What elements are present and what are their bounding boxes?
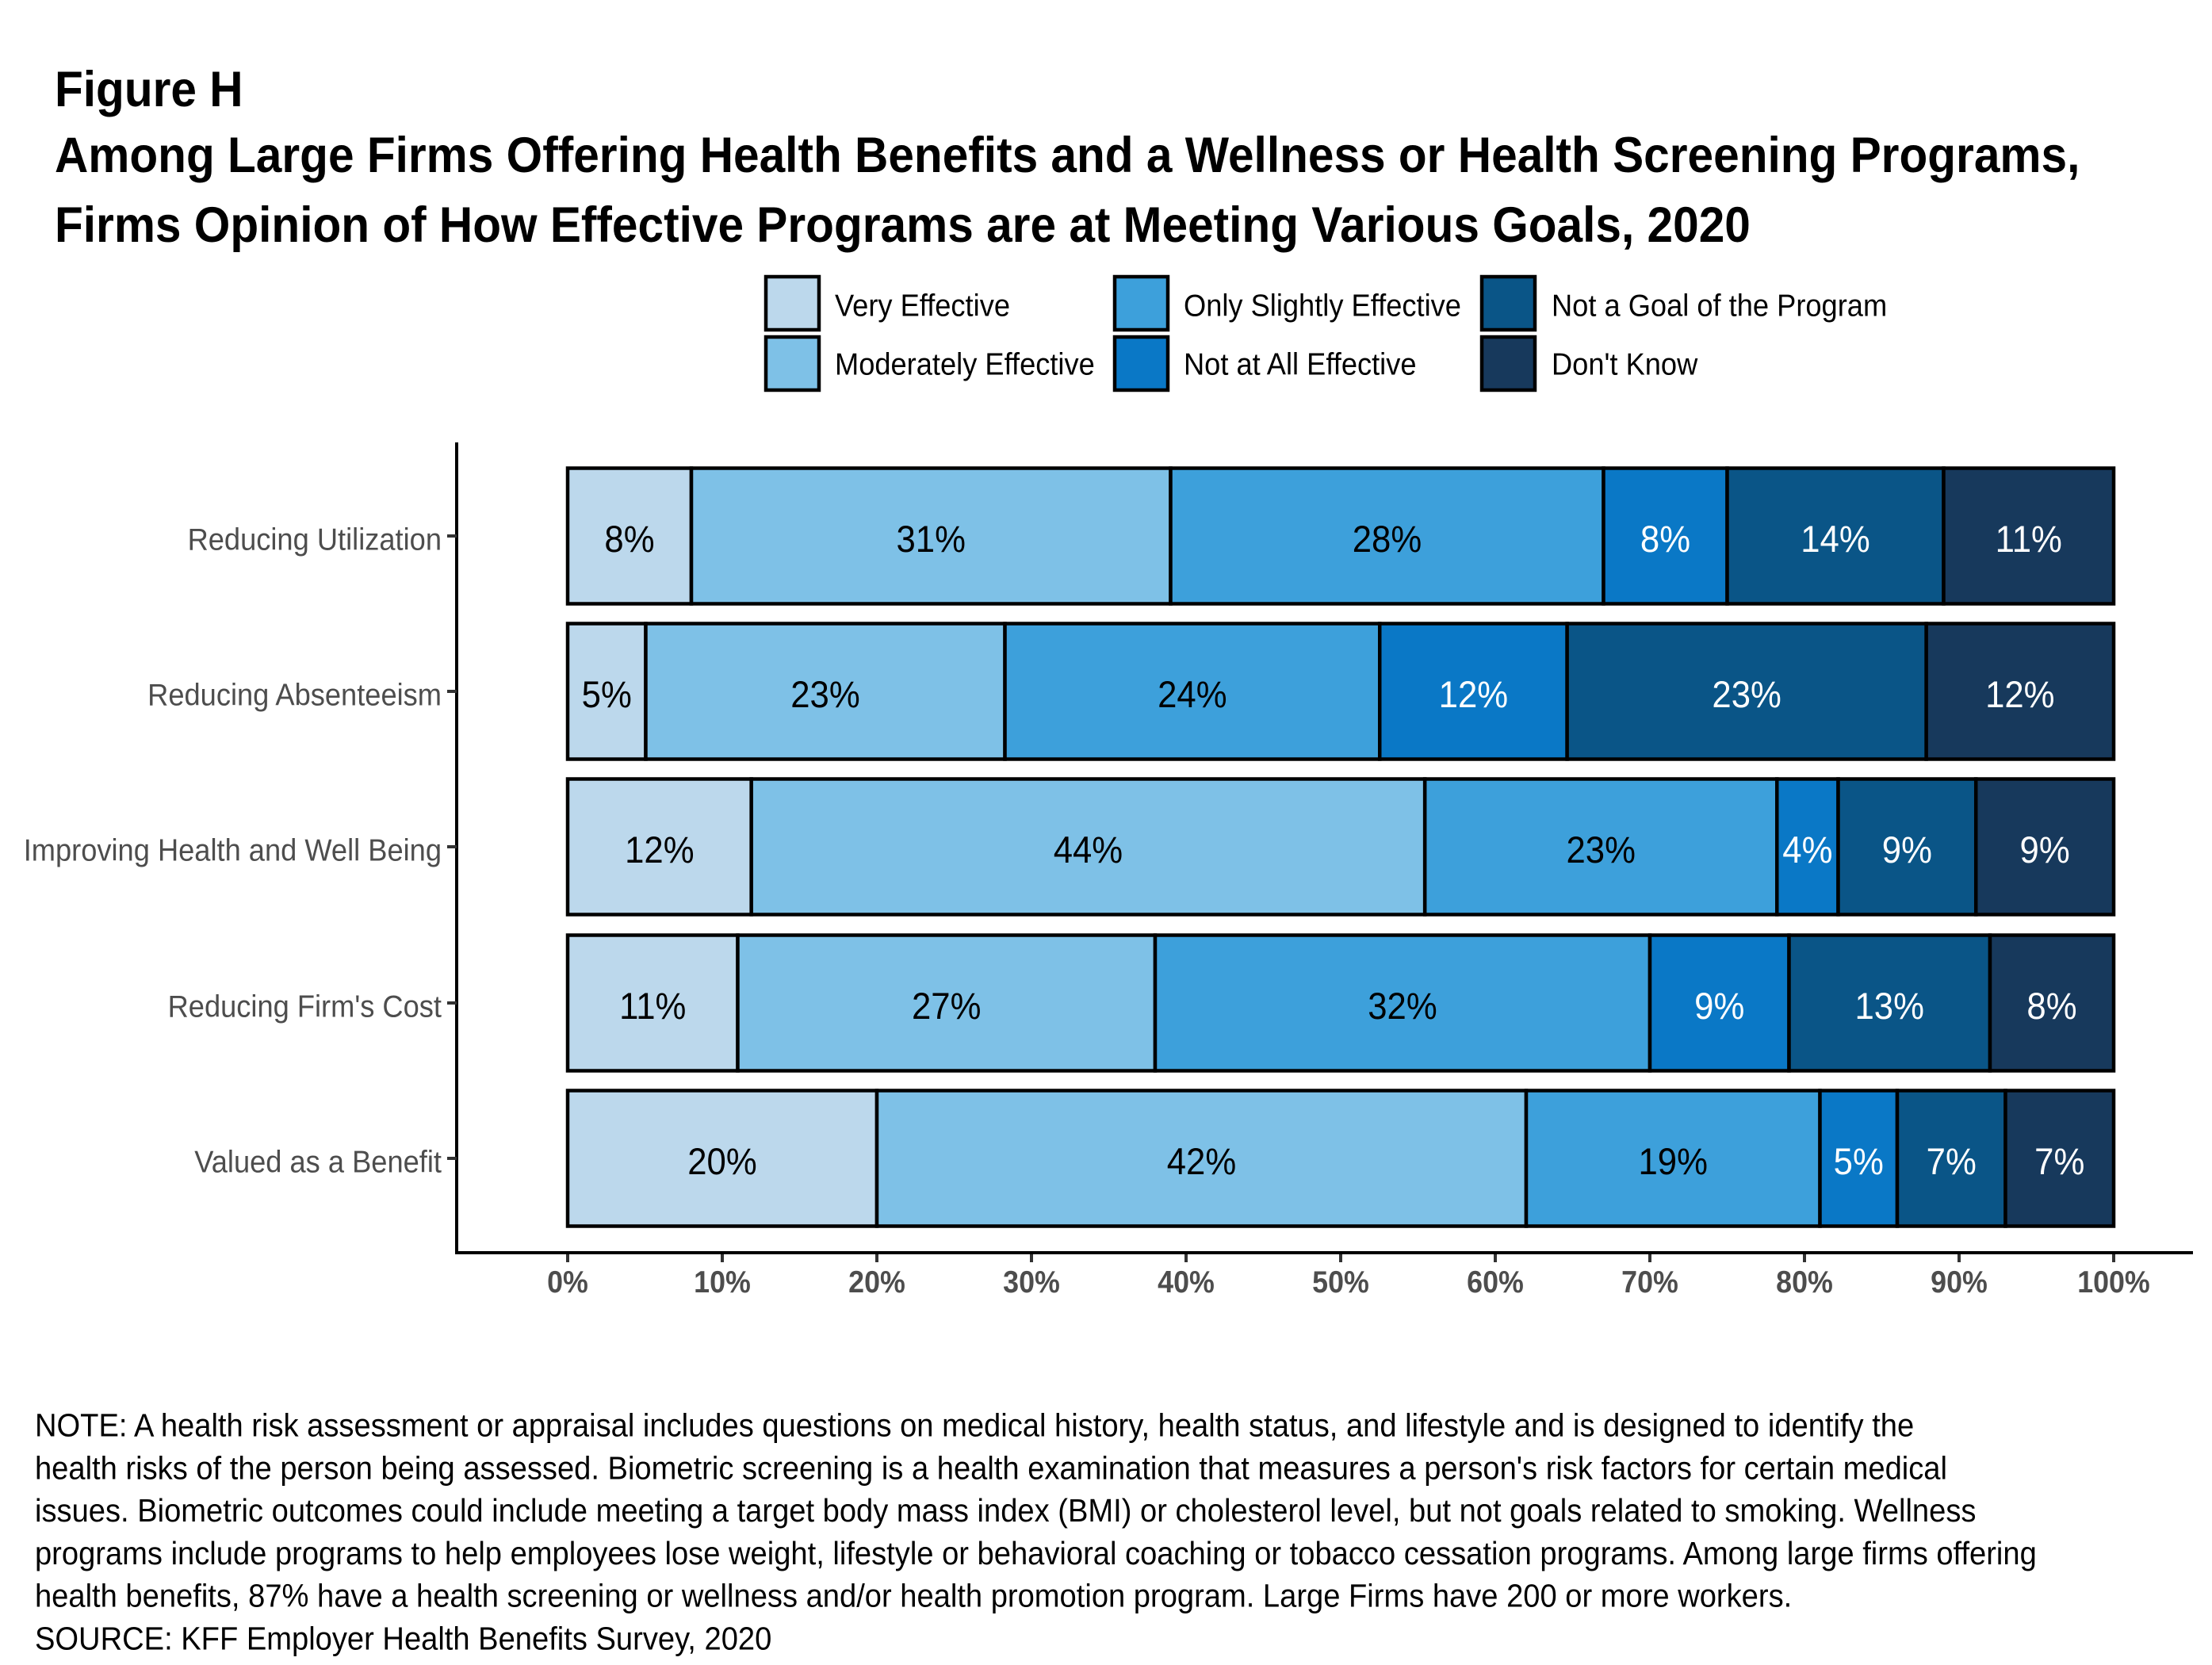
svg-text:10%: 10% [694, 1265, 751, 1299]
svg-text:7%: 7% [2034, 1141, 2084, 1183]
svg-text:Reducing Firm's Cost: Reducing Firm's Cost [168, 989, 442, 1023]
svg-text:20%: 20% [848, 1265, 905, 1299]
svg-text:5%: 5% [582, 674, 632, 716]
svg-text:20%: 20% [687, 1141, 756, 1183]
svg-text:12%: 12% [1985, 674, 2054, 716]
svg-text:14%: 14% [1801, 519, 1869, 561]
svg-text:70%: 70% [1621, 1265, 1678, 1299]
svg-text:32%: 32% [1368, 986, 1437, 1028]
svg-text:Only Slightly Effective: Only Slightly Effective [1184, 288, 1461, 322]
svg-text:5%: 5% [1834, 1141, 1884, 1183]
svg-text:13%: 13% [1855, 986, 1924, 1028]
svg-text:11%: 11% [1996, 519, 2062, 561]
svg-text:23%: 23% [790, 674, 859, 716]
svg-text:12%: 12% [1439, 674, 1508, 716]
svg-text:23%: 23% [1566, 829, 1635, 871]
svg-text:NOTE: A health risk assessment: NOTE: A health risk assessment or apprai… [35, 1407, 1914, 1444]
svg-text:Moderately Effective: Moderately Effective [835, 346, 1095, 381]
svg-text:Reducing Utilization: Reducing Utilization [188, 522, 442, 556]
svg-text:health risks of the person bei: health risks of the person being assesse… [35, 1450, 1947, 1487]
svg-text:Not at All Effective: Not at All Effective [1184, 346, 1417, 381]
svg-text:42%: 42% [1167, 1141, 1236, 1183]
svg-text:4%: 4% [1782, 829, 1832, 871]
svg-text:60%: 60% [1467, 1265, 1524, 1299]
svg-text:27%: 27% [912, 986, 981, 1028]
svg-text:9%: 9% [1882, 829, 1932, 871]
svg-text:44%: 44% [1054, 829, 1123, 871]
svg-text:8%: 8% [604, 519, 654, 561]
svg-text:Firms Opinion of How Effective: Firms Opinion of How Effective Programs … [55, 197, 1751, 252]
svg-text:40%: 40% [1158, 1265, 1215, 1299]
svg-text:11%: 11% [619, 986, 686, 1028]
svg-text:programs include programs to h: programs include programs to help employ… [35, 1536, 2037, 1572]
svg-text:31%: 31% [897, 519, 966, 561]
svg-text:Very Effective: Very Effective [835, 288, 1010, 322]
svg-text:Not a Goal of the Program: Not a Goal of the Program [1552, 288, 1887, 322]
svg-text:90%: 90% [1931, 1265, 1988, 1299]
svg-text:Reducing Absenteeism: Reducing Absenteeism [147, 677, 442, 711]
svg-text:23%: 23% [1712, 674, 1781, 716]
svg-text:24%: 24% [1158, 674, 1227, 716]
svg-text:30%: 30% [1003, 1265, 1060, 1299]
svg-text:Improving Health and Well Bein: Improving Health and Well Being [24, 832, 442, 867]
svg-text:50%: 50% [1312, 1265, 1369, 1299]
svg-text:100%: 100% [2077, 1265, 2150, 1299]
svg-text:health benefits, 87% have a he: health benefits, 87% have a health scree… [35, 1578, 1792, 1614]
svg-text:Valued as a Benefit: Valued as a Benefit [194, 1144, 442, 1178]
svg-text:19%: 19% [1639, 1141, 1708, 1183]
svg-text:7%: 7% [1927, 1141, 1977, 1183]
svg-text:80%: 80% [1776, 1265, 1833, 1299]
svg-text:0%: 0% [547, 1265, 588, 1299]
svg-text:issues. Biometric outcomes cou: issues. Biometric outcomes could include… [35, 1493, 1976, 1529]
svg-text:8%: 8% [1640, 519, 1690, 561]
svg-text:Among Large Firms Offering Hea: Among Large Firms Offering Health Benefi… [55, 127, 2080, 182]
svg-text:Don't Know: Don't Know [1552, 346, 1698, 381]
svg-text:9%: 9% [1694, 986, 1744, 1028]
svg-text:8%: 8% [2026, 986, 2076, 1028]
svg-text:SOURCE: KFF Employer Health Be: SOURCE: KFF Employer Health Benefits Sur… [35, 1621, 771, 1657]
svg-text:28%: 28% [1353, 519, 1422, 561]
svg-text:Figure H: Figure H [55, 61, 243, 117]
svg-text:12%: 12% [625, 829, 694, 871]
svg-text:9%: 9% [2020, 829, 2070, 871]
